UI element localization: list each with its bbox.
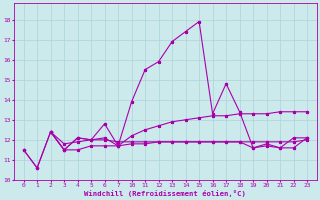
X-axis label: Windchill (Refroidissement éolien,°C): Windchill (Refroidissement éolien,°C)	[84, 190, 246, 197]
